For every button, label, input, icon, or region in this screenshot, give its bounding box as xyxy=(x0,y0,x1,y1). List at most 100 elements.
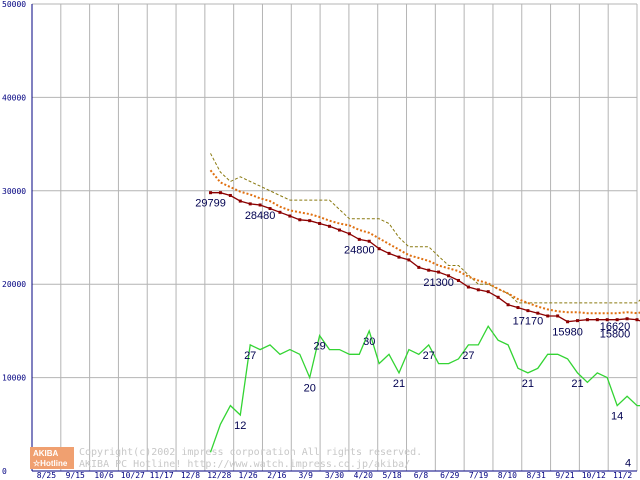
count-label: 12 xyxy=(234,420,246,432)
data-point-min-price xyxy=(328,224,332,228)
data-point-min-price xyxy=(496,295,500,299)
price-label: 17170 xyxy=(513,316,544,328)
x-axis-ticks: 8/25 9/15 10/6 10/27 11/17 12/8 12/28 1/26 2/16 3… xyxy=(37,471,633,480)
copyright-text: Copyright(c)2002 impress corporation All… xyxy=(79,447,422,458)
y-tick-label: 50000 xyxy=(2,0,26,9)
y-tick-label: 40000 xyxy=(2,93,26,102)
y-tick-label: 0 xyxy=(2,467,7,476)
data-point-min-price xyxy=(516,306,520,310)
count-label: 21 xyxy=(571,378,583,390)
x-tick-label: 9/21 xyxy=(555,471,574,480)
series-line-shop-count xyxy=(209,324,640,453)
data-point-min-price xyxy=(347,232,351,236)
data-point-min-price xyxy=(456,278,460,282)
data-point-min-price xyxy=(585,318,589,322)
x-tick-label: 12/8 xyxy=(181,471,200,480)
data-point-min-price xyxy=(625,317,629,321)
data-point-min-price xyxy=(298,218,302,222)
data-point-min-price xyxy=(486,290,490,294)
logo-line2: ☆Hotline xyxy=(33,459,68,468)
x-tick-label: 12/28 xyxy=(207,471,231,480)
count-label: 21 xyxy=(522,378,534,390)
x-tick-label: 8/10 xyxy=(498,471,517,480)
data-point-min-price xyxy=(367,239,371,243)
data-point-min-price xyxy=(575,319,579,323)
data-point-min-price xyxy=(506,303,510,307)
data-point-min-price xyxy=(466,285,470,289)
count-label: 20 xyxy=(304,383,316,395)
y-axis-ticks: 0 10000 20000 30000 40000 50000 xyxy=(2,0,26,476)
logo-box xyxy=(30,447,74,469)
data-point-min-price xyxy=(417,265,421,269)
y-tick-label: 30000 xyxy=(2,187,26,196)
chart-series xyxy=(209,153,640,453)
data-point-min-price xyxy=(546,314,550,318)
price-label: 21300 xyxy=(423,277,454,289)
x-tick-label: 3/9 xyxy=(298,471,313,480)
data-point-min-price xyxy=(357,237,361,241)
count-label: 4 xyxy=(625,457,631,469)
chart-data-labels: 29799 28480 24800 21300 17170 15980 1580016620… xyxy=(195,198,631,470)
data-point-min-price xyxy=(615,318,619,322)
price-label: 29799 xyxy=(195,198,226,210)
x-tick-label: 10/27 xyxy=(121,471,145,480)
x-tick-label: 5/18 xyxy=(382,471,401,480)
data-point-min-price xyxy=(556,314,560,318)
data-point-min-price xyxy=(268,207,272,211)
price-label: 15980 xyxy=(552,327,583,339)
x-tick-label: 4/20 xyxy=(354,471,373,480)
data-point-min-price xyxy=(476,288,480,292)
data-point-min-price xyxy=(228,193,232,197)
y-tick-label: 20000 xyxy=(2,280,26,289)
data-point-min-price xyxy=(595,318,599,322)
count-label: 21 xyxy=(393,378,405,390)
x-tick-label: 7/19 xyxy=(469,471,488,480)
x-tick-label: 8/31 xyxy=(527,471,546,480)
count-label: 27 xyxy=(244,350,256,362)
copyright-footer: AKIBA ☆Hotline Copyright(c)2002 impress … xyxy=(30,447,422,470)
data-point-min-price xyxy=(308,219,312,223)
x-tick-label: 9/15 xyxy=(66,471,85,480)
data-point-min-price xyxy=(447,274,451,278)
site-url-text: AKIBA PC Hotline! http://www.watch.impre… xyxy=(79,459,410,470)
count-label: 27 xyxy=(423,350,435,362)
x-tick-label: 11/2 xyxy=(613,471,632,480)
x-tick-label: 10/6 xyxy=(94,471,113,480)
series-line-max-price xyxy=(210,153,640,304)
x-tick-label: 2/16 xyxy=(267,471,286,480)
logo-line1: AKIBA xyxy=(33,449,59,458)
count-label: 14 xyxy=(611,411,623,423)
data-point-min-price xyxy=(437,270,441,274)
price-label: 16620 xyxy=(600,321,631,333)
data-point-min-price xyxy=(605,318,609,322)
x-tick-label: 6/8 xyxy=(414,471,429,480)
x-tick-label: 3/30 xyxy=(325,471,344,480)
series-line-average-price xyxy=(209,169,640,315)
data-point-min-price xyxy=(288,214,292,218)
data-point-min-price xyxy=(318,221,322,225)
data-point-min-price xyxy=(407,258,411,262)
data-point-min-price xyxy=(397,255,401,259)
data-point-min-price xyxy=(526,309,530,313)
x-tick-label: 11/17 xyxy=(150,471,174,480)
price-label: 15800 xyxy=(600,328,631,340)
data-point-min-price xyxy=(278,210,282,214)
x-tick-label: 6/29 xyxy=(440,471,459,480)
count-label: 29 xyxy=(313,341,325,353)
data-point-min-price xyxy=(635,318,639,322)
data-point-min-price xyxy=(337,228,341,232)
data-point-min-price xyxy=(536,311,540,315)
data-point-min-price xyxy=(248,202,252,206)
price-label: 24800 xyxy=(344,244,375,256)
x-tick-label: 1/26 xyxy=(238,471,257,480)
data-point-min-price xyxy=(387,251,391,255)
data-point-min-price xyxy=(427,268,431,272)
chart-grid xyxy=(31,3,638,472)
y-tick-label: 10000 xyxy=(2,374,26,383)
count-label: 30 xyxy=(363,336,375,348)
x-tick-label: 10/12 xyxy=(582,471,606,480)
data-point-min-price xyxy=(218,191,222,195)
data-point-min-price xyxy=(258,203,262,207)
price-label: 28480 xyxy=(245,210,276,222)
